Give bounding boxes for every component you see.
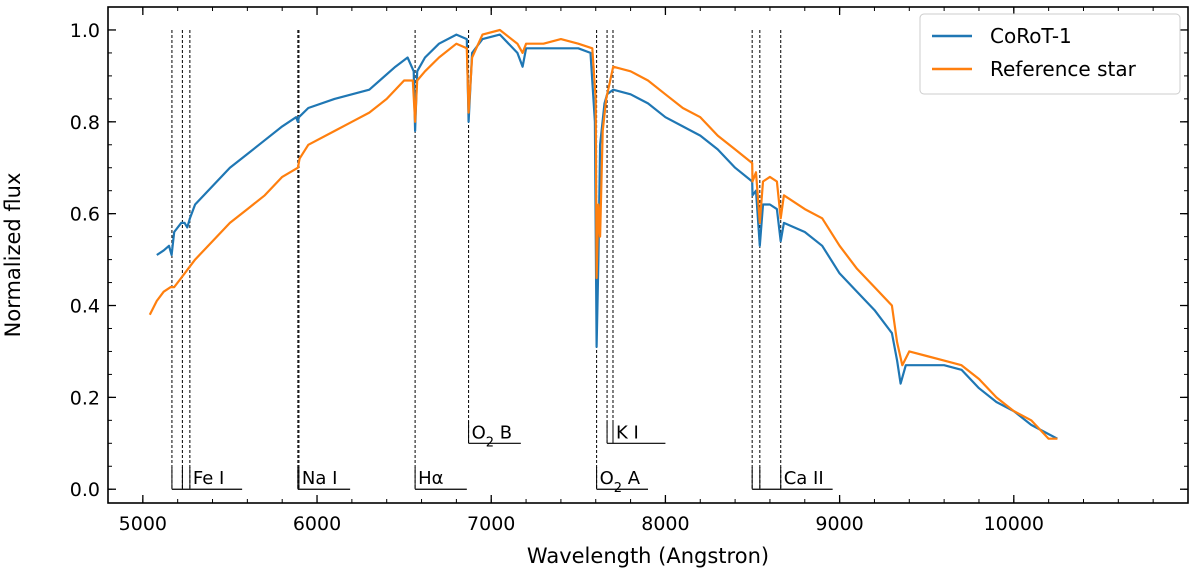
spectral-line-na-i: Na I (297, 29, 351, 490)
x-tick-label: 5000 (119, 513, 167, 535)
series-layer (148, 28, 1058, 440)
legend: CoRoT-1 Reference star (919, 13, 1181, 95)
spectral-line-label: Hα (418, 468, 443, 489)
y-tick-label: 0.2 (70, 387, 100, 409)
series-line-corot-1 (156, 33, 1058, 440)
spectral-line-label: Ca II (784, 468, 824, 489)
x-tick-label: 9000 (815, 513, 863, 535)
y-tick-label: 0.4 (70, 296, 100, 318)
plot-frame (107, 6, 1189, 504)
y-tick-label: 0.0 (70, 479, 100, 501)
x-axis-ticks: 5000 6000 7000 8000 9000 10000 (107, 7, 1189, 535)
y-tick-label: 1.0 (70, 20, 100, 42)
legend-entry-reference-star: Reference star (990, 57, 1137, 81)
spectral-line-o2-b: O2 B (468, 29, 521, 450)
spectral-line-fe-i: Fe I (171, 29, 243, 490)
spectral-line-label: Na I (302, 468, 338, 489)
x-axis-label: Wavelength (Angstron) (527, 544, 769, 568)
spectral-line-label: O2 B (472, 422, 513, 450)
spectral-line-markers: Fe I Na I Hα O2 B O2 A K I Ca II (171, 29, 833, 496)
x-tick-label: 7000 (467, 513, 515, 535)
spectral-line-label: K I (616, 422, 639, 443)
spectral-line-h-: Hα (414, 29, 467, 490)
y-axis-label: Normalized flux (1, 173, 25, 338)
legend-box (919, 13, 1181, 95)
legend-entry-corot-1: CoRoT-1 (990, 24, 1072, 48)
y-axis-ticks: 0.0 0.2 0.4 0.6 0.8 1.0 (70, 20, 1188, 501)
x-tick-label: 10000 (984, 513, 1044, 535)
spectral-line-ca-ii: Ca II (751, 29, 833, 490)
spectral-line-k-i: K I (606, 29, 666, 444)
spectral-line-label: O2 A (600, 468, 641, 496)
y-tick-label: 0.6 (70, 204, 100, 226)
y-tick-label: 0.8 (70, 112, 100, 134)
series-line-reference-star (148, 28, 1058, 440)
spectral-line-label: Fe I (193, 468, 224, 489)
x-tick-label: 6000 (293, 513, 341, 535)
x-tick-label: 8000 (641, 513, 689, 535)
